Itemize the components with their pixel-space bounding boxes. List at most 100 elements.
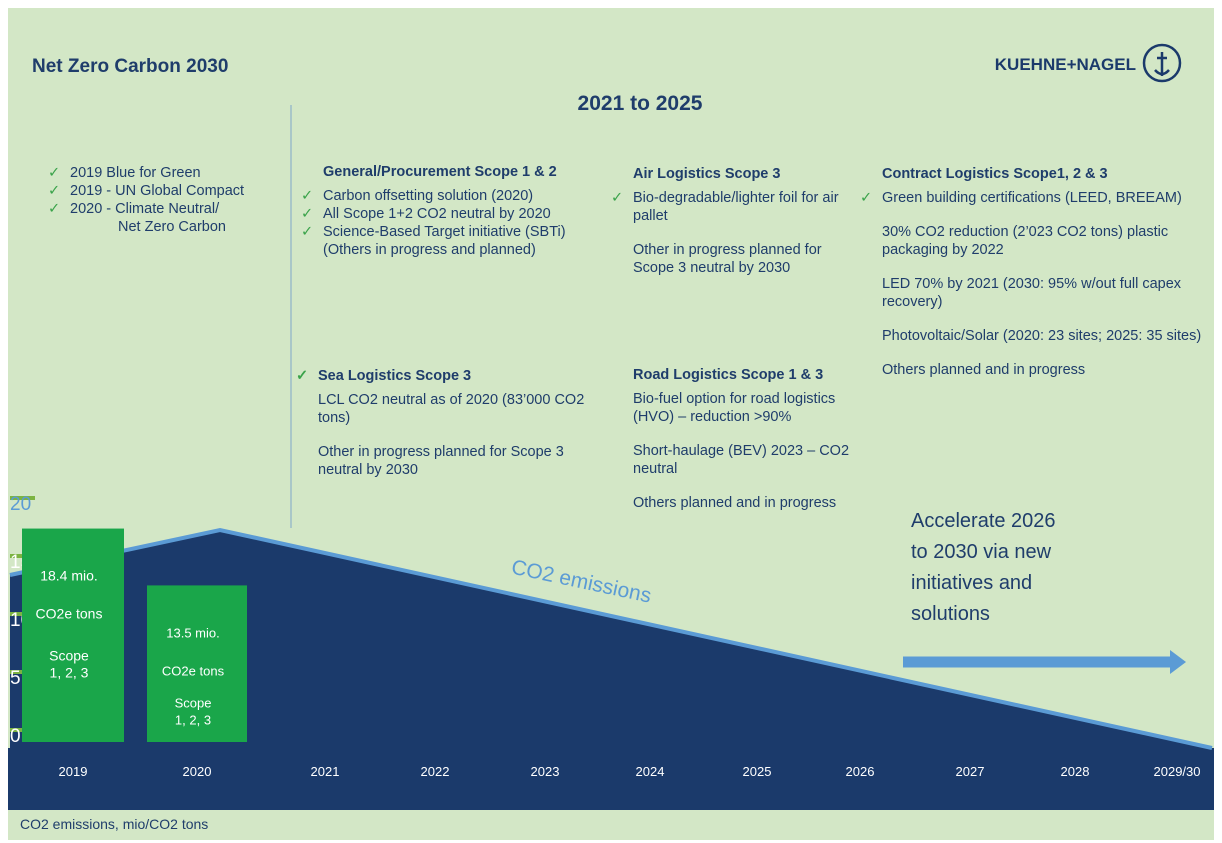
section-item: ✓ Carbon offsetting solution (2020) xyxy=(301,187,595,205)
milestone: ✓ 2019 Blue for Green xyxy=(48,164,282,182)
section-title-text: Air Logistics Scope 3 xyxy=(633,166,781,182)
bar-scope: 1, 2, 3 xyxy=(175,712,211,727)
arrow-head xyxy=(1170,650,1186,674)
section-item: Photovoltaic/Solar (2020: 23 sites; 2025… xyxy=(864,327,1209,345)
logo-ring xyxy=(1142,43,1182,83)
x-tick-label: 2029/30 xyxy=(1154,764,1201,779)
value-label: 18.4 mio. xyxy=(40,568,98,584)
section-item: Other in progress planned for Scope 3 ne… xyxy=(615,241,845,277)
milestone-text: 2019 - UN Global Compact xyxy=(70,183,245,199)
logo xyxy=(1142,43,1182,83)
chart-title: Net Zero Carbon 2030 xyxy=(32,56,228,77)
item-text: Bio-fuel option for road logistics (HVO)… xyxy=(633,391,836,425)
section-item: Others planned and in progress xyxy=(615,494,850,512)
section-item: ✓ All Scope 1+2 CO2 neutral by 2020 xyxy=(301,205,595,223)
section: ✓ Sea Logistics Scope 3 LCL CO2 neutral as… xyxy=(296,367,590,479)
bar-scope: 1, 2, 3 xyxy=(50,665,89,681)
section: Contract Logistics Scope1, 2 & 3 ✓ Green b… xyxy=(860,165,1209,379)
bar xyxy=(22,528,124,742)
y-tick-label: 5 xyxy=(10,668,21,689)
bar-scope: Scope xyxy=(175,695,212,710)
check: ✓ xyxy=(301,188,314,204)
section: Air Logistics Scope 3 ✓ Bio-degradable/lig… xyxy=(611,165,845,277)
check: ✓ xyxy=(48,183,61,199)
item-text: Carbon offsetting solution (2020) xyxy=(323,188,534,204)
section-item: Bio-fuel option for road logistics (HVO)… xyxy=(615,390,850,426)
emission-area xyxy=(10,530,1212,748)
section-title-text: General/Procurement Scope 1 & 2 xyxy=(323,164,557,180)
item-text: Green building certifications (LEED, BRE… xyxy=(882,190,1182,206)
x-tick-label: 2021 xyxy=(311,764,340,779)
x-tick-label: 2020 xyxy=(183,764,212,779)
milestone-text: Net Zero Carbon xyxy=(118,219,226,235)
bar-unit: CO2e tons xyxy=(162,663,225,678)
section-item: LCL CO2 neutral as of 2020 (83’000 CO2 t… xyxy=(300,391,590,427)
section-title-text: Contract Logistics Scope1, 2 & 3 xyxy=(882,166,1108,182)
section-item: 30% CO2 reduction (2’023 CO2 tons) plast… xyxy=(864,223,1209,259)
milestone: ✓ 2019 - UN Global Compact xyxy=(48,182,282,200)
brand: KUEHNE+NAGEL xyxy=(995,55,1136,74)
check: ✓ xyxy=(611,190,624,206)
bar xyxy=(147,585,247,742)
section-title: General/Procurement Scope 1 & 2 xyxy=(305,163,595,181)
section-item: LED 70% by 2021 (2030: 95% w/out full ca… xyxy=(864,275,1209,311)
annotation: Accelerate 2026 xyxy=(911,510,1056,532)
item-text: Science-Based Target initiative (SBTi) (… xyxy=(323,224,566,258)
section-item: Other in progress planned for Scope 3 ne… xyxy=(300,443,590,479)
annotation: solutions xyxy=(911,603,990,625)
item-text: Photovoltaic/Solar (2020: 23 sites; 2025… xyxy=(882,328,1202,344)
milestones: ✓ 2019 Blue for Green ✓ 2019 - UN Global Co… xyxy=(48,164,282,236)
x-tick-label: 2026 xyxy=(846,764,875,779)
x-tick-label: 2022 xyxy=(421,764,450,779)
section-item: Others planned and in progress xyxy=(864,361,1209,379)
x-tick-label: 2023 xyxy=(531,764,560,779)
check: ✓ xyxy=(48,165,61,181)
milestone-text: 2019 Blue for Green xyxy=(70,165,201,181)
check: ✓ xyxy=(860,190,873,206)
x-tick-label: 2025 xyxy=(743,764,772,779)
bar-unit: CO2e tons xyxy=(36,606,103,622)
y-tick-label: 0 xyxy=(10,726,21,747)
check: ✓ xyxy=(48,201,61,217)
section-title: ✓ Sea Logistics Scope 3 xyxy=(296,367,590,385)
y-tick-label: 20 xyxy=(10,494,31,515)
section: Road Logistics Scope 1 & 3 Bio-fuel optio… xyxy=(615,366,850,512)
check: ✓ xyxy=(301,224,314,240)
item-text: LCL CO2 neutral as of 2020 (83’000 CO2 t… xyxy=(318,392,585,426)
section-item: ✓ Bio-degradable/lighter foil for air pal… xyxy=(611,189,845,225)
section-title-text: Road Logistics Scope 1 & 3 xyxy=(633,367,824,383)
item-text: Others planned and in progress xyxy=(633,495,837,511)
logo-anchor-base xyxy=(1154,69,1170,76)
value-label: 13.5 mio. xyxy=(166,625,219,640)
x-tick-label: 2019 xyxy=(59,764,88,779)
check: ✓ xyxy=(296,368,309,384)
section-title: Air Logistics Scope 3 xyxy=(615,165,845,183)
milestone: Net Zero Carbon xyxy=(52,218,282,236)
item-text: Bio-degradable/lighter foil for air pall… xyxy=(633,190,839,224)
milestone: ✓ 2020 - Climate Neutral/ xyxy=(48,200,282,218)
item-text: Short-haulage (BEV) 2023 – CO2 neutral xyxy=(633,443,850,477)
item-text: LED 70% by 2021 (2030: 95% w/out full ca… xyxy=(882,276,1182,310)
milestone-text: 2020 - Climate Neutral/ xyxy=(70,201,220,217)
section-item: ✓ Science-Based Target initiative (SBTi) … xyxy=(301,223,595,259)
panel-heading: 2021 to 2025 xyxy=(578,92,703,115)
axis-band xyxy=(8,748,1214,810)
item-text: All Scope 1+2 CO2 neutral by 2020 xyxy=(323,206,551,222)
annotation: initiatives and xyxy=(911,572,1032,594)
section-title-text: Sea Logistics Scope 3 xyxy=(318,368,472,384)
x-tick-label: 2024 xyxy=(636,764,665,779)
y-axis-label: CO2 emissions, mio/CO2 tons xyxy=(20,816,208,832)
bar-scope: Scope xyxy=(49,648,89,664)
check: ✓ xyxy=(301,206,314,222)
item-text: Other in progress planned for Scope 3 ne… xyxy=(318,444,564,478)
section: General/Procurement Scope 1 & 2 ✓ Carbon o… xyxy=(301,163,595,259)
section-item: ✓ Green building certifications (LEED, BR… xyxy=(860,189,1209,207)
item-text: Other in progress planned for Scope 3 ne… xyxy=(633,242,822,276)
item-text: 30% CO2 reduction (2’023 CO2 tons) plast… xyxy=(882,224,1169,258)
section-title: Contract Logistics Scope1, 2 & 3 xyxy=(864,165,1209,183)
section-item: Short-haulage (BEV) 2023 – CO2 neutral xyxy=(615,442,850,478)
x-tick-label: 2027 xyxy=(956,764,985,779)
section-title: Road Logistics Scope 1 & 3 xyxy=(615,366,850,384)
